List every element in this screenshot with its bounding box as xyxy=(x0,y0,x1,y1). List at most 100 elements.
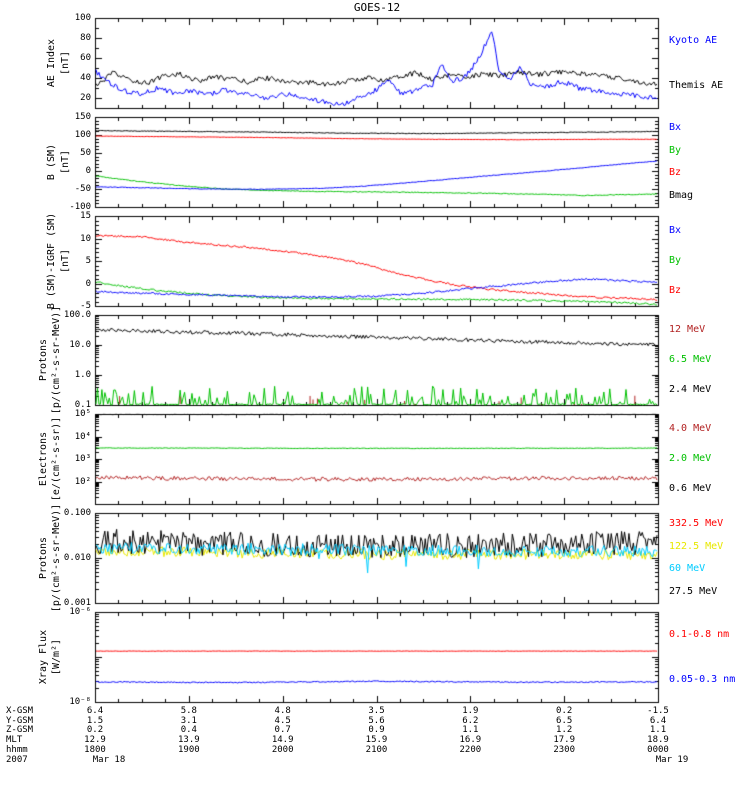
axis-value: 1.1 xyxy=(649,725,667,736)
axis-value: 2300 xyxy=(553,744,575,755)
y-axis-units: [p/(cm²-s-sr-MeV)] xyxy=(51,503,62,613)
y-tick-label: 100 xyxy=(74,130,91,140)
y-tick-label: 0.010 xyxy=(63,553,91,563)
y-tick-label: -50 xyxy=(74,184,91,194)
y-axis-units: [nT] xyxy=(60,50,71,76)
y-tick-label: 20 xyxy=(80,93,91,103)
axis-value: 0.4 xyxy=(180,725,197,736)
axis-value: 6.2 xyxy=(462,715,479,726)
axis-value: 16.9 xyxy=(459,735,482,746)
y-tick-label: 5 xyxy=(85,256,91,266)
axis-value: Mar 19 xyxy=(655,754,689,765)
axis-value: 13.9 xyxy=(177,735,200,746)
plot-title: GOES-12 xyxy=(353,1,401,14)
axis-row-label: Y-GSM xyxy=(6,715,34,726)
y-tick-label: 15 xyxy=(80,211,91,221)
legend-item: By xyxy=(669,255,682,266)
y-axis-label: Protons xyxy=(38,338,49,382)
y-tick-label: -100 xyxy=(69,202,91,212)
axis-value: 0.2 xyxy=(556,706,573,716)
y-tick-label: 10⁵ xyxy=(74,409,91,419)
y-tick-label: 10⁴ xyxy=(74,432,91,442)
axis-value: 6.5 xyxy=(556,715,573,726)
y-axis-label: Xray Flux xyxy=(38,629,49,685)
legend-item: 332.5 MeV xyxy=(669,518,724,530)
y-axis-label: B (SM) xyxy=(46,143,57,181)
axis-value: 4.5 xyxy=(274,715,291,726)
axis-row-label: X-GSM xyxy=(6,706,34,716)
axis-value: 15.9 xyxy=(365,735,388,746)
axis-value: 1800 xyxy=(84,744,106,755)
y-tick-label: 80 xyxy=(80,33,91,43)
axis-value: 1.2 xyxy=(556,725,573,736)
axis-row-label: Z-GSM xyxy=(6,725,34,736)
legend-item: 0.6 MeV xyxy=(669,483,712,494)
legend-item: Kyoto AE xyxy=(669,34,718,46)
legend-item: Bz xyxy=(669,167,682,179)
axis-value: 5.8 xyxy=(180,706,197,716)
legend-item: 12 MeV xyxy=(669,324,706,335)
y-tick-label: 40 xyxy=(80,73,91,83)
y-tick-label: 10 xyxy=(80,234,91,244)
axis-value: 14.9 xyxy=(271,735,294,746)
axis-value: 2000 xyxy=(271,744,294,755)
axis-value: 4.8 xyxy=(274,706,291,716)
axis-value: 1.5 xyxy=(86,715,104,726)
y-tick-label: 10² xyxy=(74,477,91,487)
y-tick-label: 10.0 xyxy=(69,340,91,350)
legend-item: Themis AE xyxy=(669,79,724,91)
y-tick-label: 0.100 xyxy=(63,508,91,518)
y-tick-label: 150 xyxy=(74,112,91,122)
axis-value: -1.5 xyxy=(647,706,669,716)
axis-value: 5.6 xyxy=(368,715,385,726)
axis-value: 3.5 xyxy=(368,706,385,716)
legend-item: Bx xyxy=(669,225,682,236)
y-axis-units: [W/m²] xyxy=(51,638,62,676)
legend-item: 6.5 MeV xyxy=(669,354,712,365)
axis-value: 3.1 xyxy=(180,715,197,726)
axis-value: 18.9 xyxy=(647,735,669,746)
y-tick-label: 100.0 xyxy=(63,310,91,320)
axis-value: 1.9 xyxy=(462,706,479,716)
y-axis-label: B (SM)-IGRF (SM) xyxy=(46,212,57,310)
axis-value: 0000 xyxy=(647,744,669,755)
legend-item: 60 MeV xyxy=(669,563,706,575)
y-tick-label: 10⁻⁶ xyxy=(69,607,91,617)
axis-row-label: hhmm xyxy=(6,744,28,755)
legend-item: Bz xyxy=(669,285,682,296)
y-axis-units: [nT] xyxy=(60,149,71,175)
y-tick-label: 10³ xyxy=(74,454,91,464)
axis-value: 2200 xyxy=(459,744,482,755)
y-tick-label: 50 xyxy=(80,148,91,158)
axis-value: 0.2 xyxy=(86,725,104,736)
legend-item: 2.4 MeV xyxy=(669,384,712,395)
legend-item: 0.1-0.8 nm xyxy=(669,628,730,640)
axis-value: 0.9 xyxy=(368,725,385,736)
axis-value: 6.4 xyxy=(649,715,667,726)
y-tick-label: 0 xyxy=(85,166,91,176)
axis-row-label: MLT xyxy=(6,735,23,746)
axis-value: Mar 18 xyxy=(92,754,126,765)
y-axis-label: Electrons xyxy=(38,431,49,487)
legend-item: By xyxy=(669,144,682,156)
y-tick-label: 0.001 xyxy=(63,598,91,608)
axis-value: 17.9 xyxy=(553,735,575,746)
y-axis-units: [p/(cm²-s-sr-MeV)] xyxy=(51,305,62,415)
y-tick-label: 100 xyxy=(74,13,91,23)
y-axis-label: AE Index xyxy=(46,38,57,88)
legend-item: Bx xyxy=(669,122,682,134)
axis-value: 1900 xyxy=(177,744,200,755)
y-tick-label: 10⁻⁸ xyxy=(69,697,91,707)
y-tick-label: 0.1 xyxy=(74,400,91,410)
axis-value: 0.7 xyxy=(274,725,291,736)
legend-item: Bmag xyxy=(669,189,694,201)
y-tick-label: 0 xyxy=(85,279,91,289)
axis-value: 1.1 xyxy=(462,725,479,736)
y-axis-label: Protons xyxy=(38,536,49,580)
y-tick-label: 1.0 xyxy=(74,370,91,380)
legend-item: 122.5 MeV xyxy=(669,540,724,552)
y-tick-label: 60 xyxy=(80,53,91,63)
